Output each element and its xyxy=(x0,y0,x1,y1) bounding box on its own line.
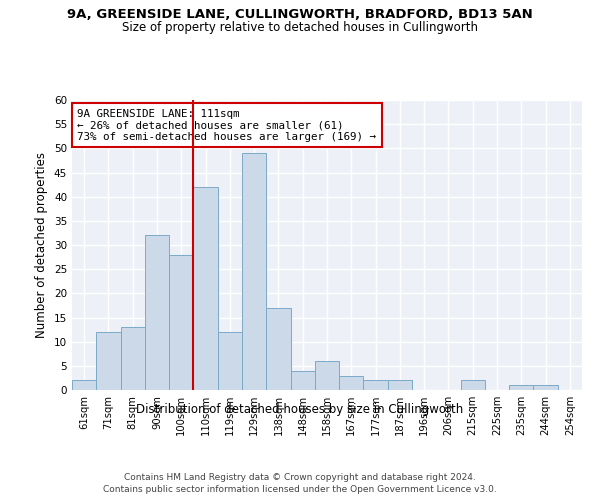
Bar xyxy=(509,385,533,390)
Bar xyxy=(242,153,266,390)
Bar xyxy=(121,327,145,390)
Bar xyxy=(461,380,485,390)
Bar xyxy=(388,380,412,390)
Bar xyxy=(533,385,558,390)
Bar xyxy=(266,308,290,390)
Y-axis label: Number of detached properties: Number of detached properties xyxy=(35,152,49,338)
Bar xyxy=(169,254,193,390)
Bar xyxy=(145,236,169,390)
Text: 9A, GREENSIDE LANE, CULLINGWORTH, BRADFORD, BD13 5AN: 9A, GREENSIDE LANE, CULLINGWORTH, BRADFO… xyxy=(67,8,533,20)
Bar xyxy=(339,376,364,390)
Text: Size of property relative to detached houses in Cullingworth: Size of property relative to detached ho… xyxy=(122,21,478,34)
Bar xyxy=(96,332,121,390)
Bar xyxy=(364,380,388,390)
Text: Distribution of detached houses by size in Cullingworth: Distribution of detached houses by size … xyxy=(136,402,464,415)
Bar xyxy=(218,332,242,390)
Text: Contains HM Land Registry data © Crown copyright and database right 2024.: Contains HM Land Registry data © Crown c… xyxy=(124,472,476,482)
Bar xyxy=(315,361,339,390)
Text: Contains public sector information licensed under the Open Government Licence v3: Contains public sector information licen… xyxy=(103,485,497,494)
Bar xyxy=(193,187,218,390)
Bar xyxy=(72,380,96,390)
Text: 9A GREENSIDE LANE: 111sqm
← 26% of detached houses are smaller (61)
73% of semi-: 9A GREENSIDE LANE: 111sqm ← 26% of detac… xyxy=(77,108,376,142)
Bar xyxy=(290,370,315,390)
